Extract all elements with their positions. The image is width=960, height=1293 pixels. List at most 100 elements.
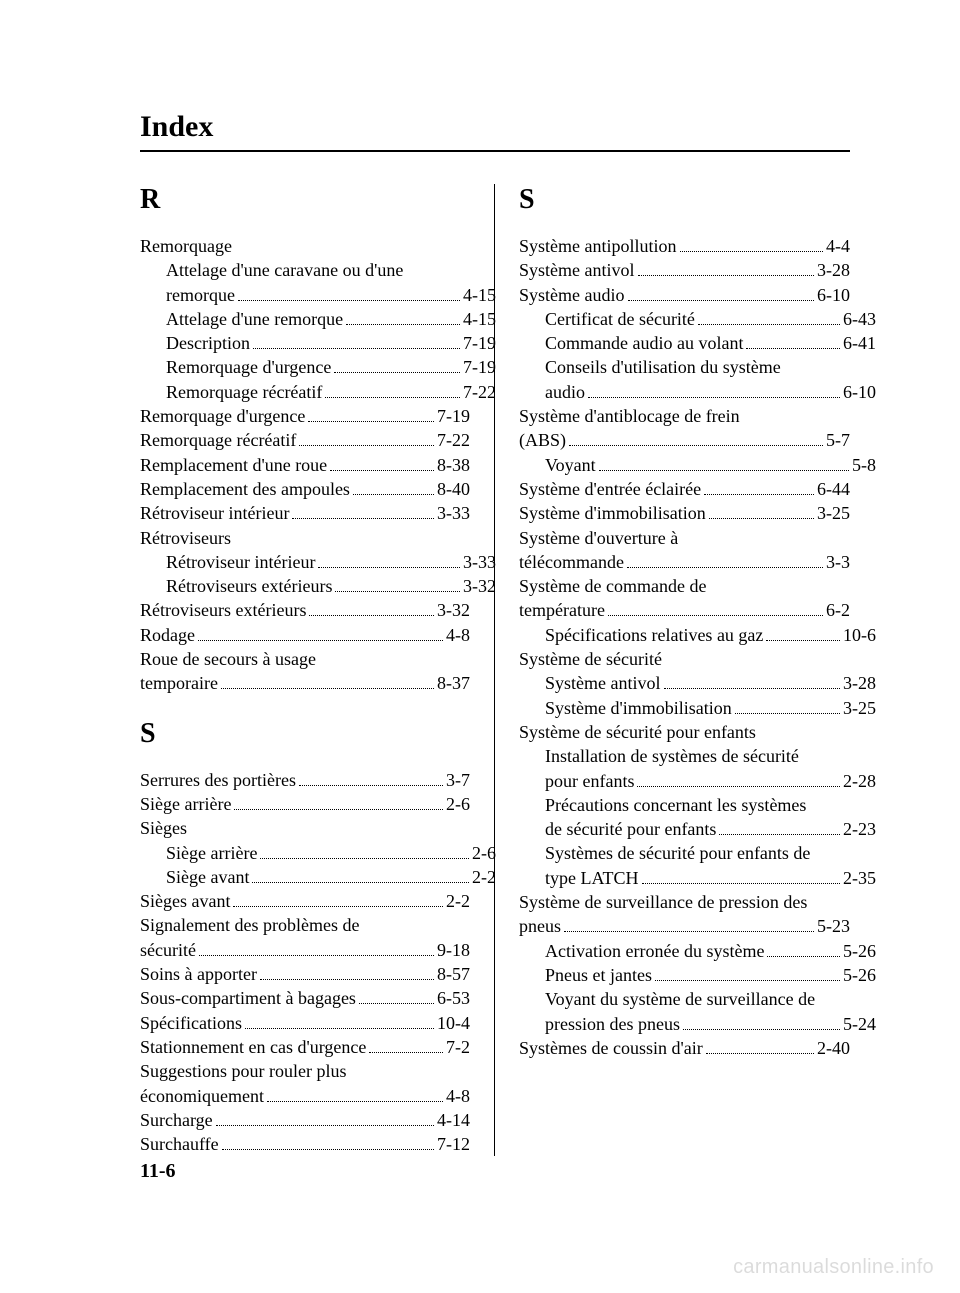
entry-label: Description	[166, 331, 250, 355]
entry-page: 2-2	[446, 889, 470, 913]
dot-leader	[292, 508, 434, 519]
entry-page: 6-2	[826, 598, 850, 622]
index-heading: Système de sécurité pour enfants	[519, 720, 850, 744]
entry-page: 2-35	[843, 866, 876, 890]
index-entry: Systèmes de coussin d'air2-40	[519, 1036, 850, 1060]
dot-leader	[199, 945, 434, 956]
dot-leader	[655, 970, 840, 981]
dot-leader	[359, 993, 434, 1004]
entry-page: 7-2	[446, 1035, 470, 1059]
dot-leader	[683, 1019, 840, 1030]
index-entry: température 6-2	[519, 598, 850, 622]
entry-page: 7-19	[463, 355, 496, 379]
dot-leader	[628, 290, 815, 301]
dot-leader	[318, 557, 460, 568]
dot-leader	[260, 969, 434, 980]
index-entry: (ABS)5-7	[519, 428, 850, 452]
entry-page: 2-2	[472, 865, 496, 889]
entry-page: 6-44	[817, 477, 850, 501]
dot-leader	[221, 678, 434, 689]
entry-page: 3-33	[437, 501, 470, 525]
dot-leader	[260, 848, 469, 859]
entry-continuation: Suggestions pour rouler plus	[140, 1059, 470, 1083]
entry-label: Remplacement des ampoules	[140, 477, 350, 501]
entry-label: température	[519, 598, 605, 622]
entry-label: pour enfants	[545, 769, 634, 793]
entry-label: sécurité	[140, 938, 196, 962]
entry-page: 3-32	[463, 574, 496, 598]
page-number: 11-6	[140, 1160, 176, 1183]
entry-page: 3-3	[826, 550, 850, 574]
dot-leader	[642, 873, 841, 884]
entry-page: 8-57	[437, 962, 470, 986]
index-entry: Voyant5-8	[519, 453, 876, 477]
index-entry: Système d'immobilisation 3-25	[519, 696, 876, 720]
index-heading: Rétroviseurs	[140, 526, 470, 550]
entry-page: 3-28	[817, 258, 850, 282]
dot-leader	[216, 1115, 434, 1126]
entry-page: 2-23	[843, 817, 876, 841]
entry-label: pneus	[519, 914, 561, 938]
entry-continuation: Installation de systèmes de sécurité	[519, 744, 850, 768]
entry-page: 3-25	[843, 696, 876, 720]
entry-continuation: Systèmes de sécurité pour enfants de	[519, 841, 850, 865]
entry-label: Sièges avant	[140, 889, 230, 913]
dot-leader	[569, 435, 823, 446]
index-entry: Stationnement en cas d'urgence7-2	[140, 1035, 470, 1059]
entry-label: Surcharge	[140, 1108, 213, 1132]
entry-page: 3-25	[817, 501, 850, 525]
page-title: Index	[140, 110, 850, 144]
entry-label: Système d'immobilisation	[545, 696, 732, 720]
index-entry: pression des pneus5-24	[519, 1012, 876, 1036]
index-entry: Surchauffe7-12	[140, 1132, 470, 1156]
entry-label: Soins à apporter	[140, 962, 257, 986]
index-entry: Remorquage récréatif7-22	[140, 428, 470, 452]
right-column: SSystème antipollution4-4Système antivol…	[495, 184, 850, 1156]
entry-page: 5-23	[817, 914, 850, 938]
entry-label: Remorquage récréatif	[166, 380, 322, 404]
dot-leader	[238, 290, 460, 301]
index-entry: Système antivol 3-28	[519, 258, 850, 282]
dot-leader	[253, 338, 460, 349]
entry-page: 5-7	[826, 428, 850, 452]
entry-continuation: Système d'antiblocage de frein	[519, 404, 850, 428]
dot-leader	[608, 606, 823, 617]
entry-label: Siège arrière	[166, 841, 257, 865]
index-entry: Siège avant2-2	[140, 865, 496, 889]
index-entry: pneus 5-23	[519, 914, 850, 938]
entry-continuation: Précautions concernant les systèmes	[519, 793, 850, 817]
dot-leader	[564, 921, 814, 932]
dot-leader	[309, 606, 434, 617]
section-letter: S	[140, 718, 470, 750]
dot-leader	[267, 1091, 443, 1102]
index-entry: Siège arrière2-6	[140, 792, 470, 816]
entry-page: 5-24	[843, 1012, 876, 1036]
entry-page: 6-43	[843, 307, 876, 331]
entry-page: 4-8	[446, 623, 470, 647]
index-entry: Sièges avant 2-2	[140, 889, 470, 913]
entry-continuation: Système d'ouverture à	[519, 526, 850, 550]
index-entry: Remplacement d'une roue8-38	[140, 453, 470, 477]
dot-leader	[335, 581, 460, 592]
dot-leader	[664, 678, 841, 689]
dot-leader	[767, 946, 840, 957]
entry-label: Pneus et jantes	[545, 963, 652, 987]
entry-label: Activation erronée du système	[545, 939, 764, 963]
index-entry: télécommande3-3	[519, 550, 850, 574]
section-letter: R	[140, 184, 470, 216]
entry-continuation: Roue de secours à usage	[140, 647, 470, 671]
dot-leader	[627, 557, 823, 568]
entry-page: 3-28	[843, 671, 876, 695]
dot-leader	[709, 508, 814, 519]
entry-page: 10-6	[843, 623, 876, 647]
entry-page: 6-41	[843, 331, 876, 355]
entry-label: Système antivol	[519, 258, 635, 282]
dot-leader	[706, 1043, 814, 1054]
entry-page: 8-40	[437, 477, 470, 501]
index-heading: Sièges	[140, 816, 470, 840]
index-entry: Siège arrière2-6	[140, 841, 496, 865]
entry-label: de sécurité pour enfants	[545, 817, 716, 841]
index-entry: remorque4-15	[140, 283, 496, 307]
dot-leader	[233, 896, 443, 907]
entry-label: Remorquage récréatif	[140, 428, 296, 452]
